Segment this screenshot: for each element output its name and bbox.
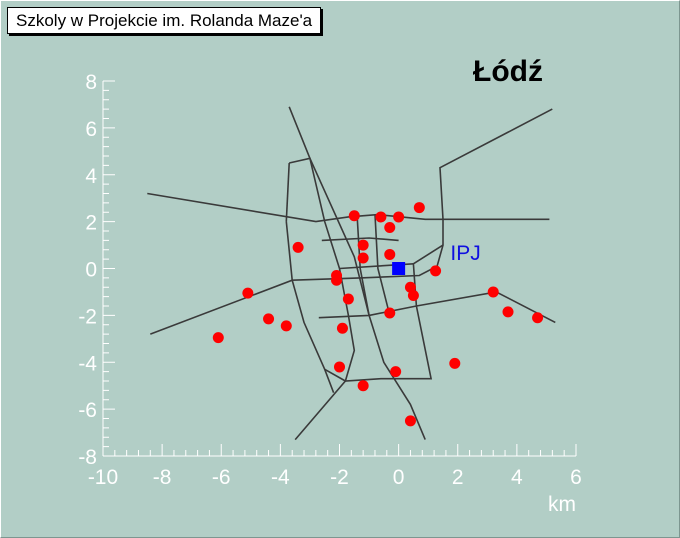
school-point (212, 332, 224, 344)
school-point (502, 306, 514, 318)
school-point (413, 202, 425, 214)
y-tick-label: -8 (78, 446, 97, 469)
y-tick-label: 4 (85, 165, 97, 188)
x-tick-label: 0 (393, 466, 405, 489)
school-point (532, 312, 544, 324)
y-tick-label: -2 (78, 305, 97, 328)
road (356, 216, 370, 316)
x-tick-label: 2 (452, 466, 464, 489)
city-label: Łódź (473, 55, 543, 88)
school-point (404, 415, 416, 427)
y-tick-label: 6 (85, 118, 97, 141)
x-tick-label: -8 (153, 466, 172, 489)
road (321, 237, 399, 242)
school-point (242, 287, 254, 299)
school-point (430, 265, 442, 277)
y-tick-label: 8 (85, 71, 97, 94)
y-tick-label: 0 (85, 259, 97, 282)
school-point (384, 221, 396, 233)
y-tick-label: -4 (78, 352, 97, 375)
chart-title: Szkoly w Projekcie im. Rolanda Maze'a (7, 7, 322, 34)
school-point (449, 357, 461, 369)
school-point (342, 293, 354, 305)
y-tick-label: -6 (78, 399, 97, 422)
school-point (357, 252, 369, 264)
school-point (407, 289, 419, 301)
school-point (357, 239, 369, 251)
ipj-label: IPJ (450, 242, 480, 265)
school-point (348, 210, 360, 222)
school-point (334, 361, 345, 373)
road (147, 192, 550, 223)
school-point (393, 211, 405, 223)
road (285, 221, 335, 393)
x-tick-label: -10 (88, 466, 118, 489)
road (289, 157, 356, 441)
x-axis-label: km (548, 493, 576, 516)
school-points (212, 202, 544, 427)
school-point (487, 286, 499, 298)
y-tick-label: 2 (85, 212, 97, 235)
school-point (375, 211, 387, 223)
ipj-marker (392, 262, 406, 275)
x-tick-label: -6 (212, 466, 231, 489)
road (318, 291, 556, 324)
road-network (147, 106, 556, 441)
school-point (331, 274, 343, 286)
road (374, 214, 391, 316)
school-point (384, 307, 396, 319)
x-tick-label: 6 (570, 466, 582, 489)
school-point (280, 320, 292, 332)
x-tick-label: -2 (330, 466, 349, 489)
school-point (263, 313, 275, 325)
school-point (384, 248, 396, 260)
school-point (292, 241, 304, 253)
school-point (357, 380, 369, 392)
x-tick-label: 4 (511, 466, 523, 489)
school-point (336, 322, 348, 334)
road (285, 162, 290, 222)
school-point (390, 366, 402, 378)
x-tick-label: -4 (271, 466, 290, 489)
